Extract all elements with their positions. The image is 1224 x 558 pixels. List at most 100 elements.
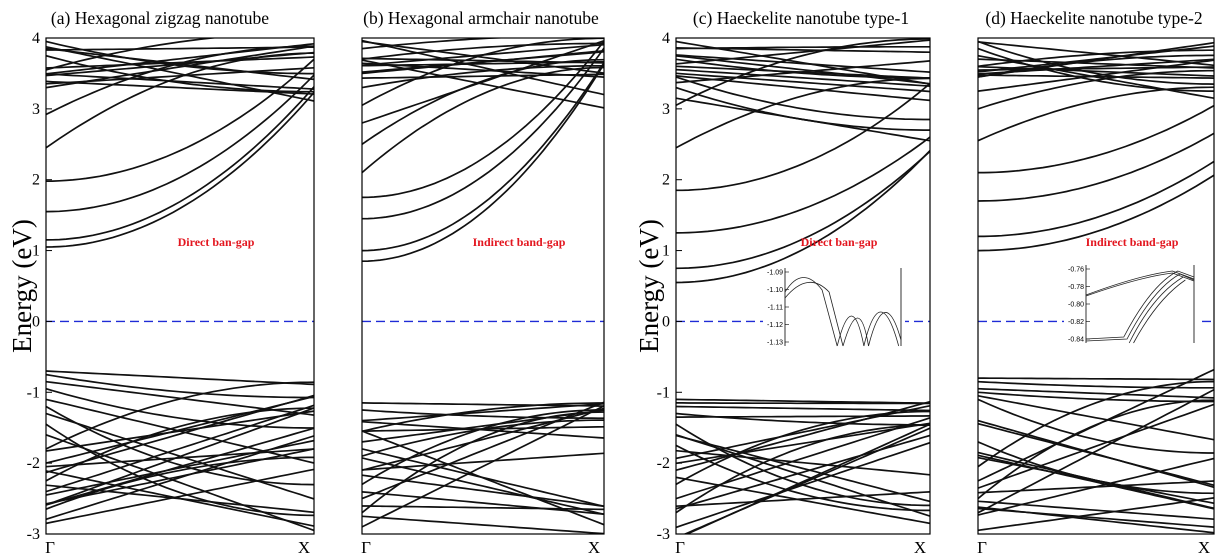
valence-band [46,370,314,386]
valence-band [362,491,604,515]
inset-band [1128,276,1184,344]
conduction-band [676,83,930,192]
plot-frame [977,37,1215,535]
band-gap-annotation: Direct ban-gap [801,235,878,249]
conduction-band [676,38,930,107]
inset-tick-label: -0.80 [1068,302,1084,309]
k-point-label: X [914,538,926,557]
inset-band [863,311,900,347]
valence-band [46,427,314,506]
valence-band [46,404,314,493]
valence-band [978,456,1214,505]
conduction-band [46,73,314,90]
conduction-band [676,77,930,149]
conduction-band [46,56,314,69]
valence-band [676,433,930,517]
conduction-band [676,76,930,121]
conduction-band [46,66,314,85]
k-point-label: X [1198,538,1210,557]
valence-band [676,398,930,405]
valence-band [676,412,930,426]
inset-tick-label: -0.84 [1068,337,1084,344]
conduction-band [46,58,314,182]
y-tick-label: 1 [32,243,40,260]
valence-band [978,398,1214,454]
conduction-band [46,51,314,77]
inset-band [868,312,902,347]
conduction-band [978,104,1214,174]
valence-band [978,480,1214,494]
conduction-band [676,72,930,93]
inset-band [1085,272,1195,297]
inset-band [1085,273,1195,342]
valence-band [46,405,314,486]
valence-band [676,404,930,460]
conduction-band [362,64,604,89]
panel-title: (d) Haeckelite nanotube type-2 [985,8,1202,28]
y-tick-label: -2 [27,455,40,472]
valence-band [683,427,930,534]
valence-band [362,402,604,433]
inset-band [1085,270,1195,296]
valence-band [676,422,930,465]
conduction-band [362,62,604,252]
inset-band [1133,279,1186,344]
k-point-label: Γ [45,538,55,557]
valence-band [676,410,930,486]
band-lines [362,38,604,534]
conduction-band [978,86,1214,142]
inset-plot: -1.09 -1.10 -1.11 -1.12 -1.13 [763,268,905,347]
valence-band [46,433,314,532]
conduction-band [978,41,1214,67]
conduction-band [978,58,1214,69]
valence-band [978,388,1214,514]
inset-tick-label: -0.76 [1068,267,1084,274]
y-tick-label: 2 [662,172,670,189]
valence-band [978,391,1214,403]
conduction-band [362,63,604,263]
conduction-band [978,59,1214,92]
k-point-label: Γ [361,538,371,557]
inset-plot: -0.76 -0.78 -0.80 -0.82 -0.84 [1064,265,1198,344]
conduction-band [46,91,314,248]
conduction-band [362,50,604,73]
valence-band [46,448,314,468]
conduction-band [362,40,604,199]
valence-band [362,474,604,508]
band-gap-annotation: Indirect band-gap [473,235,566,249]
inset-band [836,315,865,347]
conduction-band [46,40,314,75]
valence-band [978,454,1214,510]
k-point-label: X [588,538,600,557]
panel-title: (c) Haeckelite nanotube type-1 [693,8,909,28]
y-tick-label: -1 [27,384,40,401]
inset-tick-label: -0.78 [1068,284,1084,291]
conduction-band [978,66,1214,71]
y-tick-label: -2 [657,455,670,472]
valence-band [676,441,930,529]
conduction-band [362,73,604,79]
plot-frame [675,37,931,535]
valence-band [978,403,1214,489]
valence-band [46,381,314,450]
panel-c: (c) Haeckelite nanotube type-1 4 3 2 1 0 -1 -2 -… [657,8,931,557]
valence-band [978,497,1214,532]
inset-tick-label: -1.13 [767,340,783,347]
valence-band [362,505,604,511]
panel-b: (b) Hexagonal armchair nanotube Γ X Indirec… [361,8,605,557]
valence-band [676,491,930,508]
valence-band [676,405,930,412]
conduction-band [676,150,930,270]
y-tick-label: 4 [32,30,40,47]
valence-band [46,407,314,506]
y-tick-label: -1 [657,384,670,401]
conduction-band [676,68,930,87]
valence-band [676,402,930,405]
y-tick-label: 1 [662,243,670,260]
valence-band [46,468,314,525]
conduction-band [978,47,1214,92]
conduction-band [676,75,930,102]
conduction-band [46,86,314,241]
valence-band [362,448,604,508]
